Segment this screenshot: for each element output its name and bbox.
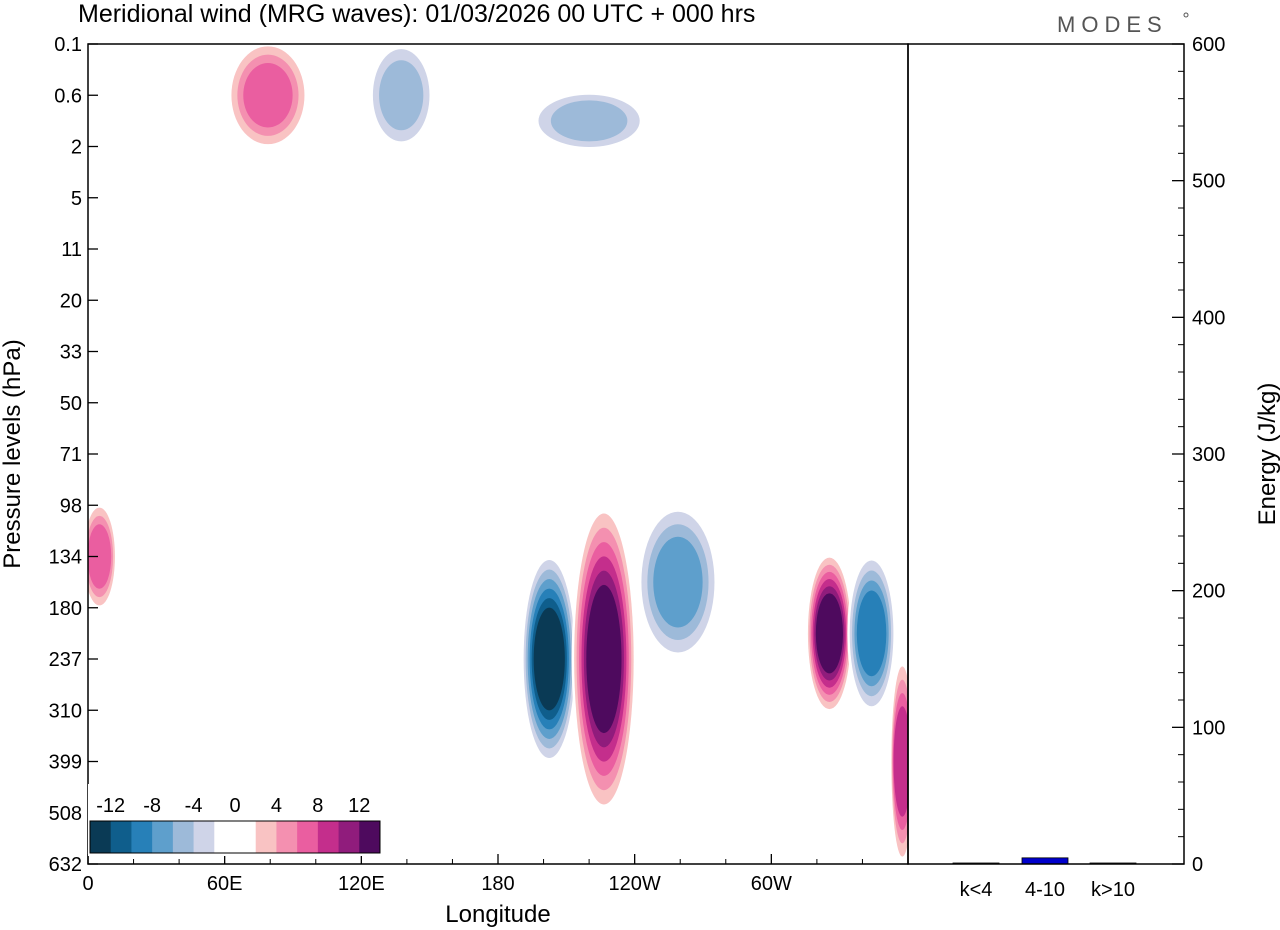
y-tick-label: 2 [71,137,82,159]
energy-frame [908,44,1184,864]
heatmap-field [82,38,914,870]
energy-category-label: k>10 [1091,879,1135,901]
energy-axis-label: Energy (J/kg) [1254,383,1280,526]
meridional-wind-figure: Meridional wind (MRG waves): 01/03/2026 … [0,0,1280,930]
energy-tick-label: 100 [1192,717,1225,739]
chart-title: Meridional wind (MRG waves): 01/03/2026 … [78,0,755,28]
colorbar-swatch [111,821,132,853]
y-tick-label: 310 [49,700,82,722]
colorbar-swatch [276,821,297,853]
wind-contour-3-6 [816,593,843,673]
x-tick-label: 120W [609,873,661,895]
y-tick-label: 237 [49,649,82,671]
y-axis-label: Pressure levels (hPa) [0,339,26,568]
x-tick-label: 120E [338,873,385,895]
colorbar-swatch [194,821,215,853]
colorbar-label: 0 [229,795,240,817]
wind-contour-4-4 [857,590,886,676]
colorbar-label: 4 [271,795,282,817]
x-axis-label: Longitude [445,901,550,928]
energy-tick-label: 600 [1192,34,1225,56]
heatmap-frame [88,44,908,864]
x-tick-label: 180 [481,873,514,895]
colorbar-swatch [297,821,318,853]
colorbar-swatch [173,821,194,853]
y-tick-label: 0.6 [54,85,82,107]
colorbar-swatch [131,821,152,853]
y-tick-label: 33 [60,342,82,364]
y-tick-label: 71 [60,444,82,466]
y-tick-label: 50 [60,393,82,415]
x-tick-label: 0 [82,873,93,895]
colorbar-label: -12 [96,795,125,817]
energy-axes: 0 100 200 300 400 500 600 [1172,34,1225,876]
colorbar-swatch [90,821,111,853]
energy-tick-label: 500 [1192,171,1225,193]
modes-logo: MODES [1057,12,1168,37]
colorbar-swatch [235,821,256,853]
y-tick-label: 508 [49,803,82,825]
y-tick-label: 632 [49,854,82,876]
y-tick-label: 180 [49,598,82,620]
energy-tick-label: 300 [1192,444,1225,466]
x-tick-label: 60W [751,873,792,895]
y-tick-label: 11 [61,239,82,261]
energy-category-label: k<4 [960,879,993,901]
colorbar-swatch [359,821,380,853]
registered-mark-icon [1184,13,1188,17]
wind-contour-5-3 [243,63,292,128]
colorbar-swatch [152,821,173,853]
colorbar-label: 12 [348,795,370,817]
wind-contour-1-6 [586,585,621,733]
y-tick-label: 20 [60,290,82,312]
colorbar-swatch [318,821,339,853]
wind-contour-0-6 [534,608,565,711]
colorbar-label: 8 [312,795,323,817]
y-tick-label: 134 [49,547,82,569]
y-tick-label: 399 [49,752,82,774]
energy-category-label: 4-10 [1025,879,1065,901]
y-tick-label: 98 [60,495,82,517]
colorbar: -12 -8 -4 0 4 8 12 [88,784,382,856]
energy-tick-label: 400 [1192,307,1225,329]
y-tick-label: 0.1 [54,34,82,56]
colorbar-swatch [256,821,277,853]
x-tick-label: 60E [207,873,243,895]
colorbar-swatch [214,821,235,853]
energy-tick-label: 0 [1192,854,1203,876]
wind-contour-2-3 [653,537,702,628]
heatmap-axes: 0 60E 120E 180 120W 60W 0.1 0.6 2 5 11 20 33 50 71 98 13… [49,34,863,895]
colorbar-label: -8 [143,795,161,817]
wind-contour-7-2 [551,100,628,141]
colorbar-label: -4 [185,795,203,817]
wind-contour-6-2 [379,60,423,130]
energy-bar [1022,858,1068,864]
energy-tick-label: 200 [1192,581,1225,603]
y-tick-label: 5 [71,188,82,210]
colorbar-swatch [339,821,360,853]
